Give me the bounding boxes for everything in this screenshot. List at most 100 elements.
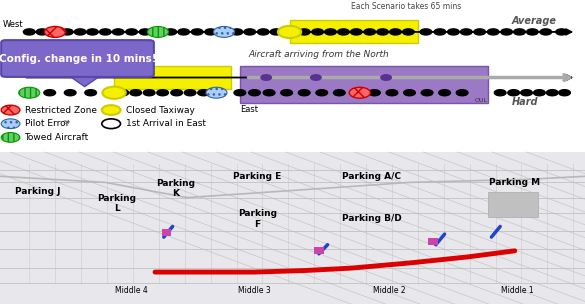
Circle shape: [278, 26, 301, 38]
Text: Parking
K: Parking K: [156, 179, 195, 198]
Circle shape: [49, 29, 61, 35]
Circle shape: [1, 133, 20, 142]
FancyBboxPatch shape: [1, 40, 154, 77]
Text: Parking
F: Parking F: [238, 209, 277, 229]
Circle shape: [540, 29, 552, 35]
Text: 34: 34: [63, 120, 71, 125]
Circle shape: [165, 29, 177, 35]
Bar: [0, 152, 585, 304]
Text: Parking J: Parking J: [15, 187, 61, 196]
Circle shape: [191, 29, 203, 35]
Circle shape: [139, 29, 151, 35]
Text: Parking A/C: Parking A/C: [342, 172, 401, 181]
Circle shape: [102, 87, 126, 99]
Circle shape: [64, 90, 76, 96]
Circle shape: [261, 75, 271, 80]
Circle shape: [231, 29, 243, 35]
Circle shape: [281, 90, 292, 96]
Text: Average: Average: [512, 16, 557, 26]
Text: West: West: [3, 65, 23, 74]
Circle shape: [1, 119, 20, 129]
Text: OUL: OUL: [475, 98, 488, 103]
Text: Pilot Error: Pilot Error: [25, 119, 69, 128]
Circle shape: [311, 75, 321, 80]
Circle shape: [74, 29, 86, 35]
Circle shape: [514, 29, 525, 35]
Circle shape: [205, 29, 216, 35]
Circle shape: [381, 75, 391, 80]
Text: Restricted Zone: Restricted Zone: [25, 105, 97, 115]
Circle shape: [44, 26, 66, 37]
Circle shape: [325, 29, 336, 35]
Circle shape: [147, 26, 168, 37]
Circle shape: [298, 29, 310, 35]
Polygon shape: [67, 74, 102, 87]
Text: Parking E: Parking E: [233, 172, 281, 181]
Circle shape: [487, 29, 499, 35]
Circle shape: [36, 29, 48, 35]
Circle shape: [386, 90, 398, 96]
Text: Config. change in 10 mins!: Config. change in 10 mins!: [0, 54, 156, 64]
Circle shape: [494, 90, 506, 96]
Circle shape: [126, 29, 137, 35]
Circle shape: [130, 90, 142, 96]
Circle shape: [102, 119, 121, 129]
Text: Each Scenario takes 65 mins: Each Scenario takes 65 mins: [351, 2, 461, 12]
Circle shape: [249, 90, 260, 96]
Text: Towed Aircraft: Towed Aircraft: [25, 133, 89, 142]
Circle shape: [19, 87, 40, 98]
Text: Middle 3: Middle 3: [238, 286, 271, 295]
Circle shape: [474, 29, 486, 35]
Bar: [488, 192, 538, 217]
Circle shape: [206, 87, 227, 98]
Text: Middle 1: Middle 1: [501, 286, 534, 295]
Circle shape: [420, 29, 432, 35]
Bar: [314, 247, 324, 254]
Circle shape: [351, 90, 363, 96]
Circle shape: [526, 29, 538, 35]
Text: West: West: [3, 20, 23, 29]
Circle shape: [456, 90, 468, 96]
Circle shape: [211, 90, 222, 96]
Circle shape: [263, 90, 275, 96]
Circle shape: [257, 29, 269, 35]
Circle shape: [198, 90, 209, 96]
Circle shape: [508, 90, 519, 96]
Circle shape: [214, 26, 235, 37]
Circle shape: [270, 29, 282, 35]
Circle shape: [521, 90, 532, 96]
Text: East: East: [240, 105, 258, 114]
Circle shape: [178, 29, 190, 35]
Circle shape: [312, 29, 324, 35]
Circle shape: [556, 29, 567, 35]
Circle shape: [85, 90, 97, 96]
Circle shape: [349, 87, 370, 98]
Circle shape: [112, 29, 124, 35]
Circle shape: [501, 29, 512, 35]
Circle shape: [44, 90, 56, 96]
Circle shape: [218, 29, 230, 35]
Circle shape: [234, 90, 246, 96]
Text: Parking M: Parking M: [489, 178, 541, 187]
Circle shape: [184, 90, 196, 96]
Circle shape: [390, 29, 401, 35]
Text: Parking B/D: Parking B/D: [342, 214, 401, 223]
Circle shape: [152, 29, 164, 35]
Circle shape: [99, 29, 111, 35]
Circle shape: [421, 90, 433, 96]
Text: Hard: Hard: [512, 97, 538, 107]
Circle shape: [460, 29, 472, 35]
Circle shape: [61, 29, 73, 35]
Circle shape: [404, 90, 415, 96]
Circle shape: [298, 90, 310, 96]
Circle shape: [157, 90, 168, 96]
Bar: [428, 238, 438, 245]
Circle shape: [439, 90, 450, 96]
Circle shape: [316, 90, 328, 96]
Circle shape: [102, 105, 121, 115]
Text: Middle 4: Middle 4: [115, 286, 148, 295]
Circle shape: [534, 90, 545, 96]
Circle shape: [23, 90, 35, 96]
Circle shape: [87, 29, 98, 35]
Bar: [114, 66, 231, 89]
